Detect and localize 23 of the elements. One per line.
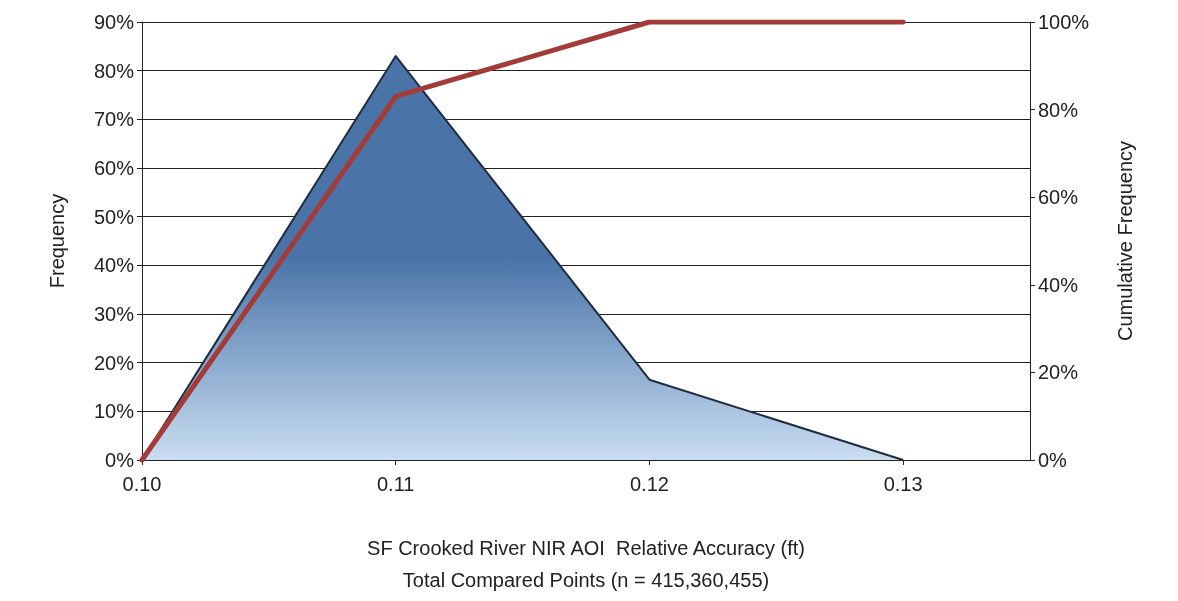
y-tick-label: 60% <box>93 157 135 179</box>
y2-tick-label: 80% <box>1038 98 1079 121</box>
y-tick-label: 90% <box>93 11 135 33</box>
x-axis-title: SF Crooked River NIR AOI Relative Accuracy (ft) Total Compared Points (n = 415,360,455) <box>367 537 805 591</box>
y-tick-label: 30% <box>93 303 135 325</box>
x-tick-label: 0.13 <box>883 473 923 495</box>
y2-tick-label: 0% <box>1038 449 1068 471</box>
y-axis-title: Frequency <box>46 193 68 289</box>
y-tick-label: 20% <box>93 351 135 374</box>
y-tick-label: 50% <box>93 205 135 228</box>
y2-tick-label: 60% <box>1038 186 1079 209</box>
y2-axis-title: Cumulative Frequency <box>1114 140 1136 342</box>
y2-tick-label: 40% <box>1038 273 1079 296</box>
y2-tick-label: 20% <box>1038 361 1079 384</box>
y-tick-label: 70% <box>93 108 135 131</box>
y-tick-label: 0% <box>105 449 135 471</box>
x-tick-label: 0.12 <box>629 473 669 495</box>
y-tick-label: 10% <box>93 400 135 423</box>
y2-tick-label: 100% <box>1038 11 1090 33</box>
x-tick-label: 0.10 <box>122 473 162 495</box>
y-tick-label: 40% <box>93 254 135 277</box>
y-tick-label: 80% <box>93 59 135 82</box>
x-tick-label: 0.11 <box>376 473 415 495</box>
